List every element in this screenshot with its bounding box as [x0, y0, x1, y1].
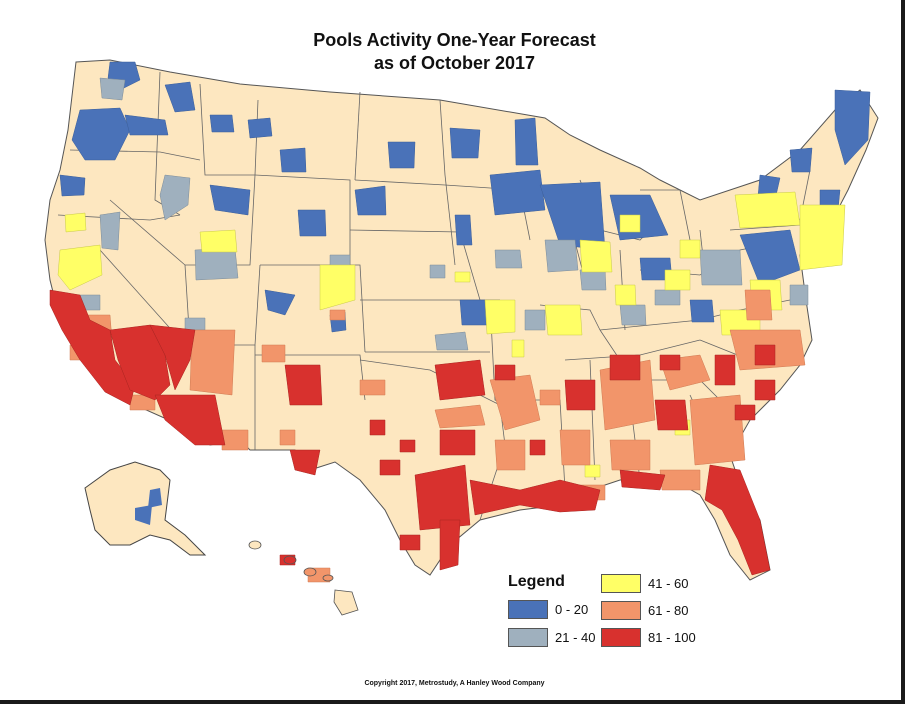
legend-swatch-41-60: [601, 574, 641, 593]
legend-label-81-100: 81 - 100: [648, 630, 696, 645]
legend-swatch-81-100: [601, 628, 641, 647]
hawaii: [248, 540, 359, 616]
map-title: Pools Activity One-Year Forecast: [313, 30, 596, 50]
map-subtitle: as of October 2017: [373, 53, 536, 73]
legend-label-21-40: 21 - 40: [555, 630, 596, 645]
regions-21-40: [79, 77, 809, 351]
copyright-text: Copyright 2017, Metrostudy, A Hanley Woo…: [364, 680, 545, 687]
legend-label-0-20: 0 - 20: [555, 602, 589, 617]
legend-swatch-61-80: [601, 601, 641, 620]
regions-0-20: [59, 61, 871, 521]
legend-swatch-0-20: [508, 600, 548, 619]
regions-41-60: [57, 191, 846, 478]
legend-label-41-60: 41 - 60: [648, 576, 689, 591]
regions-81-100: [49, 289, 776, 576]
legend-label-61-80: 61 - 80: [648, 603, 689, 618]
legend-title: Legend: [508, 573, 565, 590]
legend-swatch-21-40: [508, 628, 548, 647]
